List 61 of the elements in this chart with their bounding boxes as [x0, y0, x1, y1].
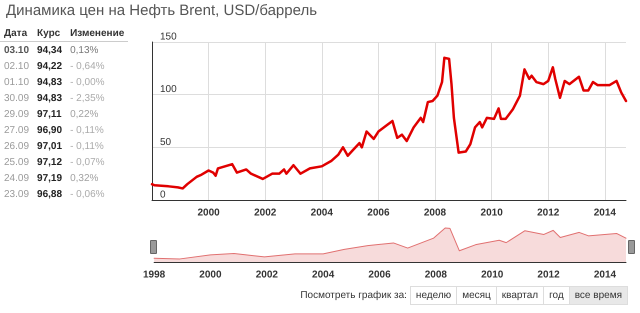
data-label: 97,11	[36, 108, 63, 122]
text: квартал	[496, 286, 544, 305]
data-label: 94,34	[36, 44, 64, 58]
data-label: 94,83	[36, 76, 64, 90]
text: Курс	[33, 28, 66, 42]
data-label: 0,22%	[69, 108, 100, 122]
x-tick-label: 2004	[312, 270, 335, 280]
category-label: 23.09	[3, 188, 30, 202]
x-tick-label: 2012	[537, 208, 560, 218]
y-tick-label: 150	[160, 32, 178, 42]
text: Изменение	[66, 28, 128, 42]
text: год	[543, 286, 570, 305]
data-label: 94,22	[36, 60, 64, 74]
x-tick-label: 2002	[256, 270, 278, 280]
category-label: 27.09	[3, 124, 30, 138]
data-label: 96,88	[36, 188, 64, 202]
data-label: - 0,06%	[69, 188, 106, 202]
chart-title: Динамика цен на Нефть Brent, USD/баррель	[6, 2, 318, 19]
data-label: - 0,11%	[69, 124, 105, 138]
data-label: - 0,11%	[69, 140, 105, 154]
x-tick-label: 2008	[424, 208, 447, 218]
category-label: 02.10	[3, 60, 30, 74]
data-label: - 2,35%	[69, 92, 106, 106]
x-tick-label: 1998	[143, 270, 166, 280]
x-tick-label: 2010	[481, 270, 504, 280]
data-label: 97,12	[36, 156, 64, 170]
data-label: 97,01	[36, 140, 64, 154]
data-label: - 0,07%	[69, 156, 106, 170]
text: Посмотреть график за:	[300, 290, 407, 301]
category-label: 03.10	[3, 44, 30, 58]
data-label: - 0,00%	[69, 76, 106, 90]
category-label: 26.09	[3, 140, 30, 154]
x-tick-label: 2004	[310, 208, 334, 218]
data-label: 0,13%	[69, 44, 100, 58]
x-tick-label: 2008	[424, 270, 448, 280]
text: неделю	[410, 286, 458, 305]
x-tick-label: 2000	[199, 270, 222, 280]
x-tick-label: 2014	[594, 270, 616, 280]
text: месяц	[456, 286, 497, 305]
y-tick-label: 50	[160, 136, 172, 148]
category-label: 25.09	[3, 156, 30, 170]
x-tick-label: 2000	[197, 208, 220, 218]
category-label: 29.09	[3, 108, 30, 122]
category-label: 24.09	[3, 172, 30, 186]
data-label: 97,19	[36, 172, 64, 186]
category-label: 30.09	[3, 92, 30, 106]
text: все время	[568, 286, 628, 305]
data-label: 96,90	[36, 124, 64, 138]
x-tick-label: 2014	[594, 208, 616, 218]
y-tick-label: 100	[160, 84, 178, 96]
data-label: - 0,64%	[69, 60, 106, 74]
data-label: 0,32%	[69, 172, 100, 186]
text: Дата	[0, 28, 34, 42]
x-tick-label: 2012	[537, 270, 560, 280]
category-label: 01.10	[3, 76, 30, 90]
x-tick-label: 2010	[480, 208, 504, 218]
x-tick-label: 2006	[367, 208, 390, 218]
x-tick-label: 2002	[254, 208, 277, 218]
data-label: 94,83	[36, 92, 64, 106]
y-tick-label: 0	[160, 190, 166, 200]
x-tick-label: 2006	[368, 270, 392, 280]
